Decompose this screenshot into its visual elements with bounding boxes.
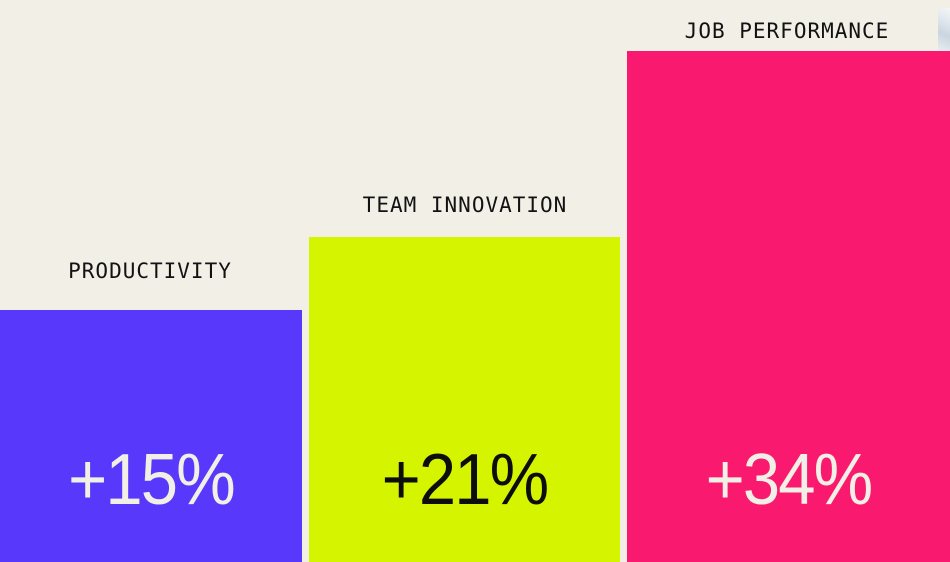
value-label-job-performance: +34% xyxy=(705,440,874,520)
value-label-productivity: +15% xyxy=(68,440,236,520)
bar-productivity: +15% xyxy=(0,310,302,562)
value-label-team-innovation: +21% xyxy=(381,440,550,520)
category-label-productivity: PRODUCTIVITY xyxy=(68,259,232,283)
category-label-job-performance: JOB PERFORMANCE xyxy=(684,19,890,43)
photo-corner-decoration xyxy=(938,8,950,51)
bar-team-innovation: +21% xyxy=(309,237,620,562)
category-label-team-innovation: TEAM INNOVATION xyxy=(362,193,568,217)
bar-job-performance: +34% xyxy=(627,51,950,562)
